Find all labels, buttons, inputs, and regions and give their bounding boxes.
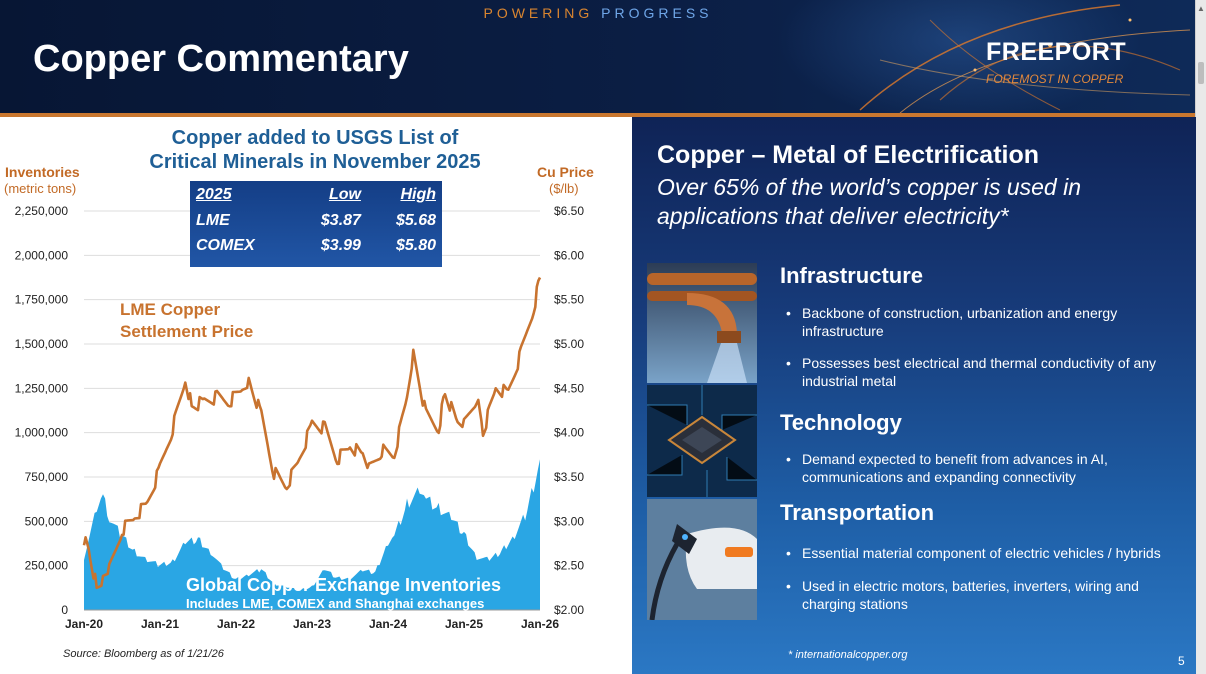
bullet-item: • Essential material component of electri… [786,544,1176,562]
section-title-technology: Technology [780,410,902,435]
table-header-year: 2025 [196,185,232,203]
bullet-icon: • [786,545,791,561]
section-title-infrastructure: Infrastructure [780,263,924,288]
inventory-area [84,459,540,610]
table-header-high: High [400,185,436,203]
chart-title-line1: Copper added to USGS List of [171,127,459,149]
ev-charging-image [647,499,757,620]
bullet-text: Possesses best electrical and thermal co… [802,355,1157,389]
page-title: Copper Commentary [33,38,409,80]
left-axis-tick-label: 2,250,000 [15,204,69,218]
panel-footnote: * internationalcopper.org [788,649,908,661]
inventory-series-label: Global Copper Exchange Inventories [186,575,501,595]
left-axis-tick-label: 1,000,000 [15,426,69,440]
inventory-series-sublabel: Includes LME, COMEX and Shanghai exchang… [186,596,484,611]
left-axis-unit: (metric tons) [4,181,77,196]
table-cell-low: $3.99 [320,236,361,254]
bullet-text: Demand expected to benefit from advances… [802,451,1108,485]
bullet-item: • Demand expected to benefit from advance… [786,450,1176,486]
right-axis-tick-label: $5.50 [554,293,584,307]
tagline-progress: PROGRESS [601,5,713,21]
scrollbar-thumb[interactable] [1198,62,1204,84]
left-axis-title: Inventories [5,164,80,180]
right-axis-tick-label: $2.50 [554,559,584,573]
panel-subtitle: Over 65% of the world’s copper is used i… [657,174,1082,229]
header-banner: POWERING PROGRESS Copper Commentary FREE… [0,0,1196,113]
price-line [82,276,542,590]
left-axis-tick-label: 1,750,000 [15,293,69,307]
x-axis-tick-label: Jan-25 [445,617,483,631]
left-axis-tick-label: 1,500,000 [15,337,69,351]
right-axis-title: Cu Price [537,164,594,180]
copper-chart: 0 250,000 500,000 750,000 1,000,000 1,250,000… [15,204,585,631]
price-range-table: 2025 Low High LME $3.87 $5.68 COMEX $3.9… [190,181,442,267]
x-axis-tick-label: Jan-26 [521,617,559,631]
table-cell-high: $5.68 [395,211,436,229]
table-cell-high: $5.80 [395,236,436,254]
table-row: LME $3.87 $5.68 [190,208,442,233]
left-axis-tick-label: 250,000 [25,559,69,573]
right-axis-tick-label: $4.50 [554,381,584,395]
panel-title: Copper – Metal of Electrification [657,141,1040,169]
table-row: COMEX $3.99 $5.80 [190,233,442,258]
bullet-icon: • [786,451,791,467]
inventory-series [84,459,540,610]
bullet-icon: • [786,305,791,321]
right-axis-tick-label: $3.50 [554,470,584,484]
right-axis-tick-label: $4.00 [554,426,584,440]
vertical-scrollbar[interactable]: ▲ [1195,0,1206,674]
price-series-label-line2: Settlement Price [120,322,253,341]
x-axis-tick-label: Jan-21 [141,617,179,631]
tagline: POWERING PROGRESS [0,5,1196,21]
left-axis-tick-label: 2,000,000 [15,248,69,262]
right-axis-tick-label: $3.00 [554,514,584,528]
bullet-icon: • [786,578,791,594]
chart-title-line2: Critical Minerals in November 2025 [149,151,481,173]
table-cell-low: $3.87 [320,211,361,229]
scroll-up-icon[interactable]: ▲ [1197,4,1205,13]
left-axis-tick-label: 500,000 [25,514,69,528]
bullet-text: Essential material component of electric… [802,545,1161,561]
section-title-transportation: Transportation [780,500,935,525]
chart-title: Copper added to USGS List of Critical Mi… [130,126,500,174]
right-axis-tick-label: $2.00 [554,603,584,617]
table-header-low: Low [328,185,361,203]
right-axis-tick-label: $5.00 [554,337,584,351]
bullet-text: Backbone of construction, urbanization a… [802,305,1118,339]
network-globe-graphic [859,4,1191,113]
bullet-item: • Backbone of construction, urbanization … [786,304,1176,340]
bullet-text: Used in electric motors, batteries, inve… [802,578,1139,612]
x-axis-tick-label: Jan-23 [293,617,331,631]
header-divider [0,113,1196,117]
bullet-item: • Possesses best electrical and thermal c… [786,354,1176,390]
table-cell-exchange: COMEX [196,236,255,254]
freeport-logo: FREEPORT [986,38,1127,66]
chart-source-note: Source: Bloomberg as of 1/21/26 [63,648,224,660]
bullet-icon: • [786,355,791,371]
right-axis-tick-label: $6.50 [554,204,584,218]
table-cell-exchange: LME [196,211,230,229]
x-axis-tick-label: Jan-20 [65,617,103,631]
price-series-label-line1: LME Copper [120,300,220,319]
left-axis-tick-label: 1,250,000 [15,381,69,395]
page-number: 5 [1178,654,1185,668]
left-axis-tick-label: 0 [61,603,68,617]
right-axis-unit: ($/lb) [549,181,579,196]
right-axis-tick-label: $6.00 [554,248,584,262]
bullet-item: • Used in electric motors, batteries, inv… [786,577,1176,613]
left-axis-tick-label: 750,000 [25,470,69,484]
logo-tagline: FOREMOST IN COPPER [986,72,1124,86]
chart-axes: 0 250,000 500,000 750,000 1,000,000 1,250,000… [15,204,585,631]
x-axis-tick-label: Jan-24 [369,617,407,631]
computer-chip-image [647,385,757,497]
price-series [82,276,542,590]
x-axis-tick-label: Jan-22 [217,617,255,631]
tagline-powering: POWERING [483,5,594,21]
copper-pipe-image [647,263,757,383]
